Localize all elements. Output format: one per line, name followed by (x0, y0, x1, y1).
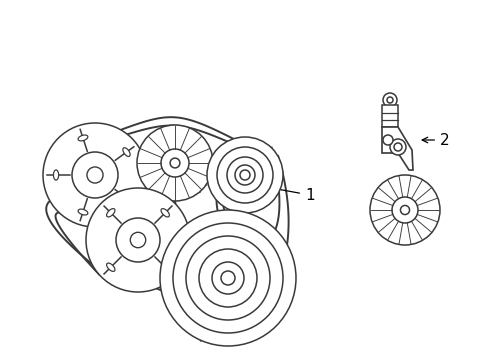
Circle shape (137, 125, 213, 201)
Circle shape (382, 93, 396, 107)
Circle shape (369, 175, 439, 245)
Circle shape (161, 149, 189, 177)
Circle shape (389, 139, 405, 155)
Circle shape (160, 210, 295, 346)
Circle shape (217, 147, 272, 203)
Text: 1: 1 (259, 184, 314, 202)
Circle shape (400, 206, 409, 215)
Circle shape (43, 123, 147, 227)
Text: 2: 2 (421, 132, 448, 148)
Circle shape (391, 197, 417, 223)
Ellipse shape (122, 148, 130, 157)
Polygon shape (381, 127, 412, 170)
Circle shape (72, 152, 118, 198)
Ellipse shape (122, 194, 130, 202)
Circle shape (116, 218, 160, 262)
Circle shape (130, 232, 145, 248)
Circle shape (87, 167, 103, 183)
Circle shape (226, 157, 263, 193)
Circle shape (235, 165, 254, 185)
Ellipse shape (78, 209, 88, 215)
Circle shape (221, 271, 235, 285)
Circle shape (386, 97, 392, 103)
Ellipse shape (106, 208, 115, 217)
Ellipse shape (78, 135, 88, 141)
Circle shape (170, 158, 180, 168)
Circle shape (382, 135, 392, 145)
Circle shape (393, 143, 401, 151)
Ellipse shape (161, 263, 169, 271)
Circle shape (206, 137, 283, 213)
Circle shape (240, 170, 249, 180)
Ellipse shape (53, 170, 59, 180)
Circle shape (173, 223, 283, 333)
Circle shape (212, 262, 244, 294)
Ellipse shape (161, 208, 169, 217)
Circle shape (185, 236, 269, 320)
Circle shape (199, 249, 257, 307)
Bar (381, 105, 397, 127)
Circle shape (86, 188, 190, 292)
Ellipse shape (106, 263, 115, 271)
